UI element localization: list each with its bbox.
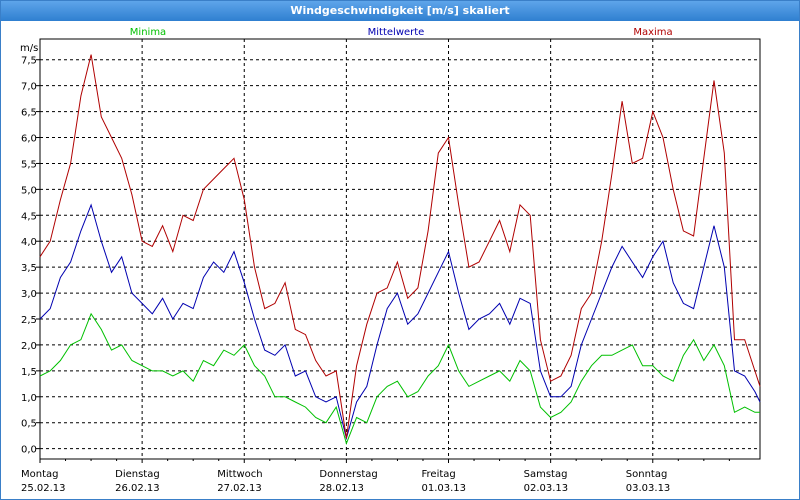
x-tick-label-date: 03.03.13 (626, 483, 671, 494)
y-tick-label: 1,5 (21, 367, 37, 378)
x-tick-label-day: Freitag (422, 469, 456, 480)
x-axis-ticks: Montag 25.02.13 Dienstag 26.02.13 Mittwoch 27… (21, 459, 730, 494)
x-tick-label-day: Montag (21, 469, 58, 480)
x-tick-label-day: Donnerstag (319, 469, 377, 480)
y-tick-label: 5,5 (21, 159, 37, 170)
wind-speed-chart: 0,0 0,5 1,0 1,5 2,0 2,5 3,0 3,5 4,0 4,5 5,0 5,5 6,0 6… (20, 27, 761, 494)
y-tick-label: 7,5 (21, 56, 37, 67)
grid-lines (40, 39, 760, 459)
y-tick-label: 5,0 (21, 185, 37, 196)
y-tick-label: 0,5 (21, 419, 37, 430)
x-tick-label-day: Mittwoch (217, 469, 262, 480)
series-lines (39, 54, 761, 445)
legend-entry-minima: Minima (130, 27, 166, 38)
x-tick-label-date: 28.02.13 (319, 483, 364, 494)
legend-entry-maxima: Maxima (633, 27, 672, 38)
y-tick-label: 2,0 (21, 341, 37, 352)
x-tick-label-day: Sonntag (626, 469, 668, 480)
y-tick-label: 4,0 (21, 237, 37, 248)
legend: Minima Mittelwerte Maxima (130, 27, 673, 38)
x-tick-label-date: 01.03.13 (422, 483, 467, 494)
series-line-maxima (39, 54, 761, 439)
x-tick-label-date: 25.02.13 (21, 483, 66, 494)
window-title: Windgeschwindigkeit [m/s] skaliert (290, 4, 510, 17)
series-line-minima (39, 312, 760, 445)
x-tick-label-day: Dienstag (115, 469, 160, 480)
y-tick-label: 3,0 (21, 289, 37, 300)
window-title-bar: Windgeschwindigkeit [m/s] skaliert (1, 1, 799, 21)
series-line-mittelwerte (39, 203, 761, 441)
y-tick-label: 2,5 (21, 315, 37, 326)
plot-area (39, 38, 761, 460)
x-tick-label-date: 27.02.13 (217, 483, 262, 494)
x-tick-label-date: 26.02.13 (115, 483, 160, 494)
y-tick-label: 7,0 (21, 82, 37, 93)
y-tick-label: 6,5 (21, 108, 37, 119)
y-tick-label: 0,0 (21, 445, 37, 456)
y-tick-label: 1,0 (21, 393, 37, 404)
y-axis-label: m/s (20, 43, 38, 54)
y-tick-label: 6,0 (21, 134, 37, 145)
y-axis-ticks: 0,0 0,5 1,0 1,5 2,0 2,5 3,0 3,5 4,0 4,5 5,0 5,5 6,0 6… (21, 56, 40, 456)
y-tick-label: 3,5 (21, 263, 37, 274)
legend-entry-mittelwerte: Mittelwerte (368, 27, 425, 38)
y-tick-label: 4,5 (21, 211, 37, 222)
x-tick-label-day: Samstag (524, 469, 568, 480)
plot-border (39, 38, 761, 460)
x-tick-label-date: 02.03.13 (524, 483, 569, 494)
